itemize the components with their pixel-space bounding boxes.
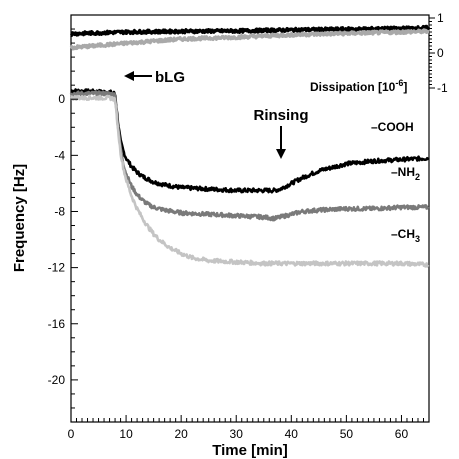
y-tick-label: -8: [54, 204, 65, 218]
y-tick-label: -4: [54, 148, 65, 162]
x-tick-label: 0: [68, 427, 75, 441]
y2-axis-title-main: Dissipation [10: [310, 80, 396, 94]
y2-axis-title-end: ]: [403, 80, 407, 94]
blg-label: bLG: [155, 69, 185, 86]
series-line-dissipation-ch3: [69, 28, 431, 51]
blg-annotation: bLG: [124, 69, 185, 86]
series-line-nh2: [69, 90, 430, 222]
y-axis-title: Frequency [Hz]: [11, 164, 28, 272]
y-tick-label: -20: [48, 373, 66, 387]
y2-tick-label: 0: [437, 46, 444, 60]
x-axis-title: Time [min]: [212, 442, 288, 459]
series-line-ch3: [70, 94, 430, 268]
ch3-label: –CH3: [391, 227, 420, 244]
series-line-cooh: [70, 88, 430, 194]
x-tick-label: 10: [119, 427, 133, 441]
x-tick-label: 20: [174, 427, 188, 441]
y2-axis-title-exp: -6: [395, 78, 403, 88]
plot-frame: [70, 14, 430, 423]
nh2-label: –NH2: [391, 165, 420, 182]
x-tick-label: 40: [285, 427, 299, 441]
rinsing-annotation: Rinsing: [254, 107, 309, 159]
cooh-label: –COOH: [371, 120, 414, 134]
y2-tick-label: 1: [437, 11, 444, 25]
y-tick-label: -16: [48, 317, 66, 331]
rinsing-arrow-head: [276, 149, 286, 159]
nh2-label-sub: 2: [415, 172, 420, 182]
x-tick-label: 60: [395, 427, 409, 441]
series-layer: [69, 24, 431, 268]
nh2-label-main: –NH: [391, 165, 415, 179]
y-tick-label: 0: [58, 92, 65, 106]
series-line-dissipation-cooh: [70, 24, 431, 37]
ch3-label-main: –CH: [391, 227, 415, 241]
y2-axis-title: Dissipation [10-6]: [310, 78, 407, 94]
x-tick-label: 50: [340, 427, 354, 441]
ch3-label-sub: 3: [415, 234, 420, 244]
rinsing-label: Rinsing: [254, 107, 309, 124]
x-tick-label: 30: [230, 427, 244, 441]
y2-tick-label: -1: [437, 81, 448, 95]
blg-arrow-head: [124, 71, 134, 81]
y-tick-label: -12: [48, 261, 66, 275]
